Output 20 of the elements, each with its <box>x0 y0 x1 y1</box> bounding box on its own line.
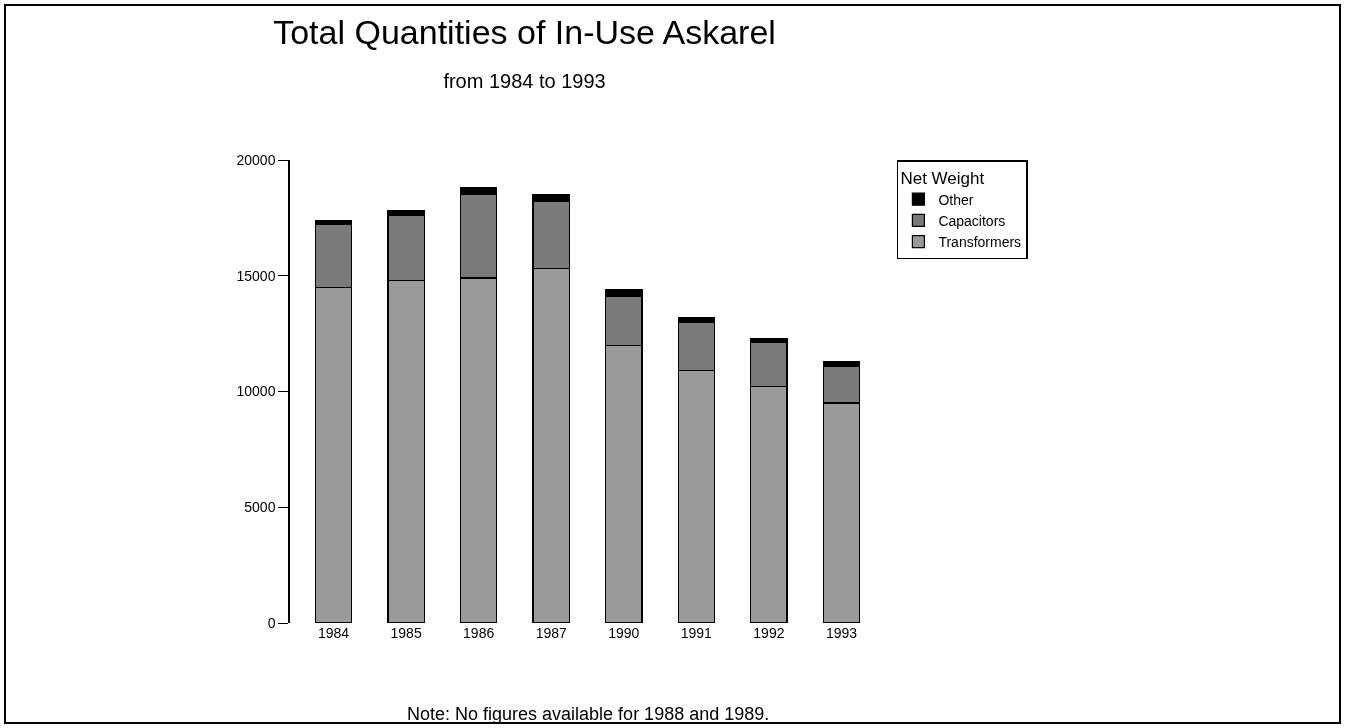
x-tick-label: 1984 <box>317 625 350 641</box>
y-tick-label: 0 <box>267 614 276 631</box>
x-tick-label: 1986 <box>463 625 495 641</box>
legend-title: Net Weight <box>900 168 985 188</box>
chart-title: Total Quantities of In-Use Askarel <box>273 12 776 51</box>
x-tick-label: 1992 <box>753 625 785 641</box>
x-tick-label: 1993 <box>825 625 858 641</box>
x-tick-label: 1985 <box>390 625 422 641</box>
y-tick-label: 5000 <box>244 499 276 516</box>
x-tick-label: 1987 <box>535 625 567 641</box>
legend-label: Transformers <box>938 234 1022 251</box>
y-tick-label: 15000 <box>236 267 276 284</box>
text: Note: No figures available for 1988 and 1989. <box>407 704 770 724</box>
legend-label: Capacitors <box>938 212 1006 229</box>
x-tick-label: 1991 <box>680 625 713 641</box>
chart-subtitle: from 1984 to 1993 <box>443 69 606 92</box>
y-tick-label: 10000 <box>236 383 276 400</box>
y-tick-label: 20000 <box>236 151 276 168</box>
legend-label: Other <box>938 191 974 208</box>
x-tick-label: 1990 <box>608 625 640 641</box>
